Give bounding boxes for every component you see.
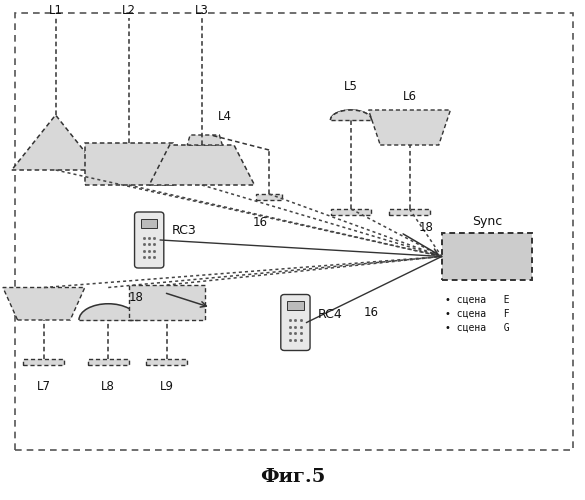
Text: Фиг.5: Фиг.5 xyxy=(260,468,325,486)
FancyBboxPatch shape xyxy=(281,294,310,350)
Text: • сцена   F: • сцена F xyxy=(445,308,509,318)
Polygon shape xyxy=(149,145,254,185)
Bar xyxy=(389,209,430,215)
Bar xyxy=(141,218,157,228)
Text: • сцена   G: • сцена G xyxy=(445,322,509,332)
Polygon shape xyxy=(79,304,137,320)
Text: 18: 18 xyxy=(418,221,433,234)
Text: L6: L6 xyxy=(402,90,417,102)
Bar xyxy=(23,359,64,365)
Bar xyxy=(287,301,304,310)
Text: L4: L4 xyxy=(218,110,232,122)
Text: L9: L9 xyxy=(160,380,174,393)
Bar xyxy=(256,194,282,200)
Bar xyxy=(442,232,532,280)
Text: 16: 16 xyxy=(364,306,379,319)
FancyBboxPatch shape xyxy=(135,212,164,268)
Polygon shape xyxy=(369,110,450,145)
Text: L2: L2 xyxy=(122,4,136,18)
Polygon shape xyxy=(12,115,99,170)
Text: 16: 16 xyxy=(253,216,268,229)
Text: Sync: Sync xyxy=(472,214,502,228)
FancyBboxPatch shape xyxy=(15,12,573,450)
Bar xyxy=(129,285,205,320)
Text: • сцена   E: • сцена E xyxy=(445,294,509,304)
Text: L8: L8 xyxy=(101,380,115,393)
Text: L1: L1 xyxy=(49,4,63,18)
Text: 18: 18 xyxy=(129,291,143,304)
Bar xyxy=(85,142,173,185)
Text: L5: L5 xyxy=(344,80,358,92)
Bar xyxy=(146,359,187,365)
Text: RC4: RC4 xyxy=(318,308,342,322)
Polygon shape xyxy=(3,288,85,320)
Text: RC3: RC3 xyxy=(171,224,196,236)
Text: L3: L3 xyxy=(195,4,209,18)
Polygon shape xyxy=(187,135,222,145)
Text: L7: L7 xyxy=(37,380,51,393)
Bar xyxy=(331,209,371,215)
Bar xyxy=(88,359,129,365)
